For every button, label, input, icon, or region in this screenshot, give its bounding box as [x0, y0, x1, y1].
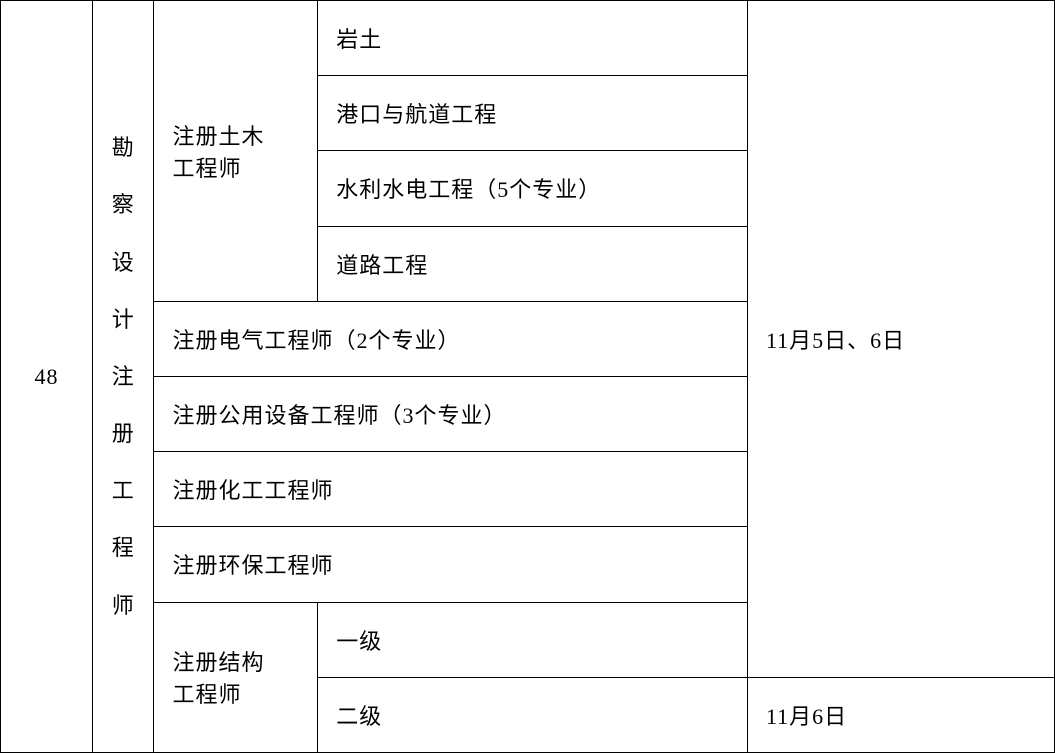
category-cell: 勘察设计注册工程师 — [93, 1, 154, 753]
spec-cell-level2: 二级 — [318, 677, 748, 752]
category-vertical-label: 勘察设计注册工程师 — [103, 119, 143, 634]
label-electrical: 注册电气工程师（2个专业） — [172, 328, 460, 353]
category-char: 册 — [112, 405, 135, 462]
row-chemical: 注册化工工程师 — [154, 452, 748, 527]
spec-cell-hydro: 水利水电工程（5个专业） — [318, 151, 748, 226]
category-char: 程 — [112, 519, 135, 576]
spec-cell-road: 道路工程 — [318, 226, 748, 301]
struct-engineer-label-cell: 注册结构 工程师 — [154, 602, 318, 753]
spec-cell-level1: 一级 — [318, 602, 748, 677]
category-char: 工 — [112, 462, 135, 519]
label-utility: 注册公用设备工程师（3个专业） — [172, 403, 506, 428]
category-char: 注 — [112, 348, 135, 405]
row-utility: 注册公用设备工程师（3个专业） — [154, 376, 748, 451]
exam-schedule-table-wrap: 48 勘察设计注册工程师 注册土木 工程师 岩土 11月5日、6日 港口与航道工… — [0, 0, 1055, 753]
spec-cell-geotech: 岩土 — [318, 1, 748, 76]
spec-port: 港口与航道工程 — [336, 102, 497, 127]
category-char: 师 — [112, 577, 135, 634]
date-main: 11月5日、6日 — [766, 328, 905, 353]
date-level2: 11月6日 — [766, 704, 847, 729]
spec-level2: 二级 — [336, 704, 382, 729]
exam-schedule-table: 48 勘察设计注册工程师 注册土木 工程师 岩土 11月5日、6日 港口与航道工… — [0, 0, 1055, 753]
label-chemical: 注册化工工程师 — [172, 478, 333, 503]
row-electrical: 注册电气工程师（2个专业） — [154, 301, 748, 376]
date-cell-main: 11月5日、6日 — [747, 1, 1054, 678]
category-char: 计 — [112, 291, 135, 348]
table-row: 48 勘察设计注册工程师 注册土木 工程师 岩土 11月5日、6日 — [1, 1, 1055, 76]
spec-hydro: 水利水电工程（5个专业） — [336, 177, 601, 202]
row-index: 48 — [35, 364, 59, 389]
spec-geotech: 岩土 — [336, 27, 382, 52]
row-env: 注册环保工程师 — [154, 527, 748, 602]
civil-engineer-label-cell: 注册土木 工程师 — [154, 1, 318, 302]
category-char: 勘 — [112, 119, 135, 176]
spec-level1: 一级 — [336, 629, 382, 654]
civil-engineer-label: 注册土木 工程师 — [172, 124, 264, 181]
row-index-cell: 48 — [1, 1, 93, 753]
category-char: 察 — [112, 176, 135, 233]
spec-cell-port: 港口与航道工程 — [318, 76, 748, 151]
spec-road: 道路工程 — [336, 253, 428, 278]
struct-engineer-label: 注册结构 工程师 — [172, 650, 264, 707]
label-env: 注册环保工程师 — [172, 553, 333, 578]
category-char: 设 — [112, 234, 135, 291]
date-cell-level2: 11月6日 — [747, 677, 1054, 752]
